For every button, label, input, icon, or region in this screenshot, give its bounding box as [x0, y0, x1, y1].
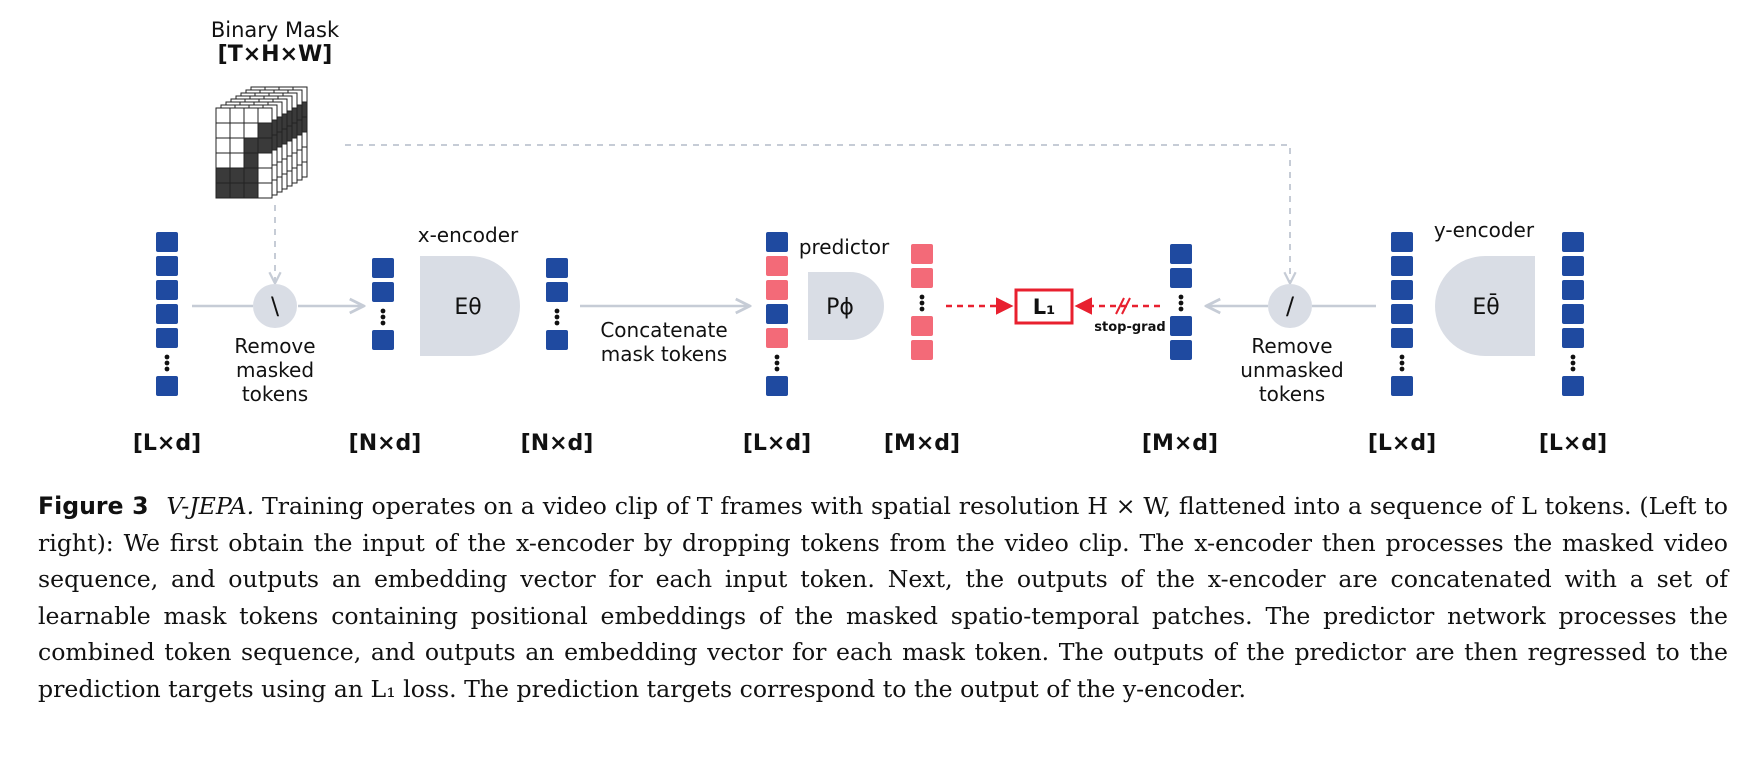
token — [766, 232, 788, 252]
remove-unmasked-label-2: unmasked — [1240, 358, 1343, 382]
mask-token — [766, 280, 788, 300]
remove-unmasked-symbol: / — [1286, 292, 1295, 320]
token — [1562, 232, 1584, 252]
token-stacks — [156, 232, 1584, 396]
ellipsis-dots — [774, 354, 780, 372]
mask-frame — [215, 107, 273, 199]
token — [1170, 268, 1192, 288]
token — [1170, 340, 1192, 360]
figure-label: Figure 3 — [38, 492, 149, 520]
binary-mask-title: Binary Mask — [211, 18, 340, 42]
x-encoder-block — [420, 256, 520, 356]
dim-label-predictions: [M×d] — [884, 431, 960, 456]
l1-loss-symbol: L₁ — [1033, 295, 1056, 319]
x-encoder-output-stack — [546, 258, 568, 350]
token — [1391, 256, 1413, 276]
binary-mask-cube — [215, 86, 308, 199]
token — [1391, 304, 1413, 324]
y-encoder-output-stack — [1562, 232, 1584, 396]
token — [766, 376, 788, 396]
token — [1562, 328, 1584, 348]
ellipsis-dots — [380, 308, 386, 326]
token — [1391, 376, 1413, 396]
token — [546, 330, 568, 350]
token — [546, 282, 568, 302]
ellipsis-dots — [1570, 354, 1576, 372]
x-encoder-symbol: Eθ — [454, 295, 481, 320]
y-encoder-symbol: Eθ̄ — [1472, 294, 1499, 320]
token — [1170, 244, 1192, 264]
figure-title: V-JEPA. — [166, 492, 255, 520]
token — [1562, 376, 1584, 396]
token — [156, 256, 178, 276]
mask-to-remove-unmasked-connector — [345, 144, 1290, 282]
l1-loss-box — [1014, 288, 1074, 325]
stop-grad-marker — [1115, 297, 1131, 315]
token — [156, 280, 178, 300]
dim-label-x-tokens: [N×d] — [349, 431, 422, 456]
x-encoder-input-stack — [372, 258, 394, 350]
remove-unmasked-label-1: Remove — [1251, 334, 1332, 358]
ellipsis-dots — [1399, 354, 1405, 372]
v-jepa-diagram: Binary Mask [T×H×W] \ Remove masked toke… — [133, 18, 1607, 456]
concatenate-label-1: Concatenate — [600, 318, 727, 342]
dim-label-concat: [L×d] — [743, 431, 811, 456]
mask-token — [911, 244, 933, 264]
remove-unmasked-label-3: tokens — [1259, 382, 1325, 406]
mask-token — [911, 340, 933, 360]
token — [372, 330, 394, 350]
dim-label-input: [L×d] — [133, 431, 201, 456]
y-encoder-title: y-encoder — [1434, 218, 1535, 242]
predictor-output-stack — [911, 244, 933, 360]
remove-masked-node — [253, 284, 297, 328]
dim-label-targets: [M×d] — [1142, 431, 1218, 456]
ellipsis-dots — [919, 294, 925, 312]
token — [546, 258, 568, 278]
token — [156, 232, 178, 252]
remove-masked-symbol: \ — [271, 292, 280, 320]
token — [766, 304, 788, 324]
mask-token — [911, 316, 933, 336]
predictor-block — [808, 272, 884, 340]
concatenate-label-2: mask tokens — [601, 342, 727, 366]
dim-label-y-output: [L×d] — [1539, 431, 1607, 456]
token — [1391, 328, 1413, 348]
mask-token — [766, 328, 788, 348]
token — [156, 304, 178, 324]
token — [1562, 304, 1584, 324]
ellipsis-dots — [1178, 294, 1184, 312]
y-encoder-input-stack — [1391, 232, 1413, 396]
token — [156, 376, 178, 396]
concatenated-tokens-stack — [766, 232, 788, 396]
token — [372, 282, 394, 302]
mask-token — [766, 256, 788, 276]
input-tokens-stack — [156, 232, 178, 396]
target-tokens-stack — [1170, 244, 1192, 360]
predictor-title: predictor — [799, 235, 890, 259]
remove-unmasked-node — [1268, 284, 1312, 328]
dim-label-y-input: [L×d] — [1368, 431, 1436, 456]
predictor-symbol: Pϕ — [826, 295, 854, 320]
figure-caption-text: Training operates on a video clip of T f… — [38, 492, 1728, 703]
token — [156, 328, 178, 348]
token — [1562, 280, 1584, 300]
y-encoder-block — [1435, 256, 1535, 356]
remove-masked-label-3: tokens — [242, 382, 308, 406]
binary-mask-dims: [T×H×W] — [218, 42, 333, 67]
token — [1562, 256, 1584, 276]
token — [1170, 316, 1192, 336]
dim-label-x-embeddings: [N×d] — [521, 431, 594, 456]
remove-masked-label-2: masked — [236, 358, 314, 382]
mask-token — [911, 268, 933, 288]
ellipsis-dots — [554, 308, 560, 326]
ellipsis-dots — [164, 354, 170, 372]
stop-grad-label: stop-grad — [1094, 320, 1165, 335]
token — [1391, 232, 1413, 252]
remove-masked-label-1: Remove — [234, 334, 315, 358]
figure-caption: Figure 3 V-JEPA. Training operates on a … — [38, 488, 1728, 707]
token — [372, 258, 394, 278]
x-encoder-title: x-encoder — [418, 223, 519, 247]
token — [1391, 280, 1413, 300]
